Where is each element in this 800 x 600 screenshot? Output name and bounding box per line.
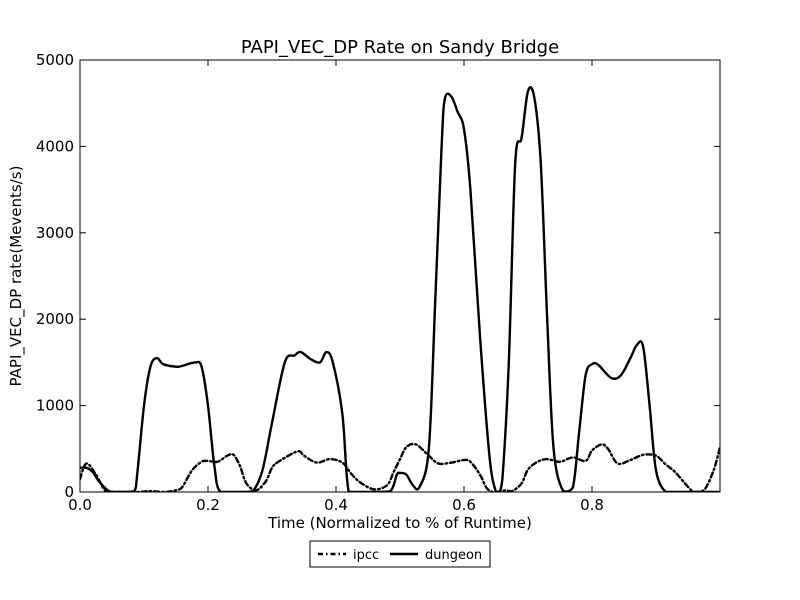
- y-axis-label: PAPI_VEC_DP rate(Mevents/s): [7, 166, 26, 387]
- chart-title: PAPI_VEC_DP Rate on Sandy Bridge: [241, 37, 559, 58]
- series-line-ipcc: [80, 442, 720, 492]
- y-tick-label: 1000: [36, 397, 74, 415]
- series-line-dungeon: [80, 85, 720, 492]
- x-axis-label: Time (Normalized to % of Runtime): [267, 514, 532, 532]
- x-tick-label: 0.4: [324, 496, 348, 514]
- series-layer: [80, 85, 720, 492]
- y-tick-label: 2000: [36, 310, 74, 328]
- legend-label-dungeon: dungeon: [425, 548, 482, 563]
- x-tick-label: 0.6: [452, 496, 476, 514]
- y-tick-label: 5000: [36, 51, 74, 69]
- y-tick-label: 4000: [36, 137, 74, 155]
- legend-label-ipcc: ipcc: [353, 548, 379, 563]
- y-tick-label: 0: [64, 483, 74, 501]
- x-tick-label: 0.2: [196, 496, 220, 514]
- plot-area: [80, 60, 720, 492]
- x-tick-label: 0.8: [580, 496, 604, 514]
- tick-layer: 0.0 0.2 0.4 0.6 0.8 0 1000 2000 3000 4000 5000: [36, 51, 720, 514]
- x-tick-label: 0.0: [68, 496, 92, 514]
- y-tick-label: 3000: [36, 224, 74, 242]
- legend: ipcc dungeon: [309, 540, 491, 568]
- plot-frame: [79, 59, 721, 493]
